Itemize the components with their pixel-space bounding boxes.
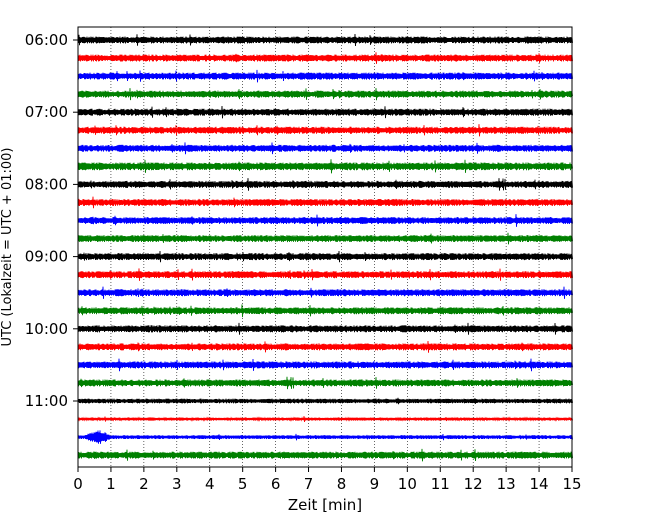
trace-line [77, 250, 573, 263]
trace-line [77, 33, 573, 47]
trace-line [77, 105, 573, 119]
plot-frame [77, 26, 573, 468]
trace-line [77, 430, 573, 444]
trace-line [77, 196, 573, 209]
x-tick-label: 8 [337, 475, 347, 493]
x-tick-label: 10 [398, 475, 417, 493]
trace-line [77, 178, 573, 191]
trace-line [77, 69, 573, 83]
trace-line [77, 142, 573, 155]
y-tick-label: 11:00 [25, 392, 68, 410]
trace-line [77, 268, 573, 281]
x-tick-label: 14 [530, 475, 549, 493]
trace-line [77, 358, 573, 372]
trace-line [77, 286, 573, 299]
y-axis-ticks: 06:00 07:00 08:00 09:00 10:00 11:00 [25, 31, 78, 410]
x-tick-label: 6 [271, 475, 281, 493]
y-tick-label: 06:00 [25, 31, 68, 49]
trace-line [77, 340, 573, 353]
y-tick-label: 08:00 [25, 175, 68, 193]
trace-line [77, 376, 573, 390]
x-tick-label: 2 [139, 475, 149, 493]
x-tick-label: 4 [205, 475, 215, 493]
x-tick-label: 0 [73, 475, 83, 493]
vertical-grid [110, 27, 540, 467]
x-tick-label: 5 [238, 475, 248, 493]
x-tick-label: 7 [304, 475, 314, 493]
y-tick-label: 09:00 [25, 248, 68, 266]
trace-line [77, 322, 573, 335]
x-tick-label: 9 [370, 475, 380, 493]
trace-line [77, 416, 573, 422]
trace-series-group [77, 33, 573, 462]
trace-line [77, 124, 573, 137]
y-tick-label: 10:00 [25, 320, 68, 338]
y-axis-label: UTC (Lokalzeit = UTC + 01:00) [0, 148, 15, 347]
trace-line [77, 214, 573, 227]
trace-line [77, 52, 573, 64]
x-tick-label: 13 [497, 475, 516, 493]
trace-line [77, 159, 573, 174]
x-axis-label: Zeit [min] [288, 496, 362, 514]
trace-line [77, 232, 573, 245]
y-tick-label: 07:00 [25, 103, 68, 121]
x-tick-label: 1 [106, 475, 116, 493]
x-tick-label: 3 [172, 475, 182, 493]
trace-line [77, 304, 573, 318]
x-tick-label: 12 [464, 475, 483, 493]
x-tick-label: 11 [431, 475, 450, 493]
trace-line [77, 88, 573, 101]
x-axis-ticks: 0 1 2 3 4 5 6 7 8 9 10 11 12 13 14 15 [73, 467, 582, 493]
trace-line [77, 448, 573, 462]
trace-line [77, 397, 573, 405]
x-tick-label: 15 [562, 475, 581, 493]
